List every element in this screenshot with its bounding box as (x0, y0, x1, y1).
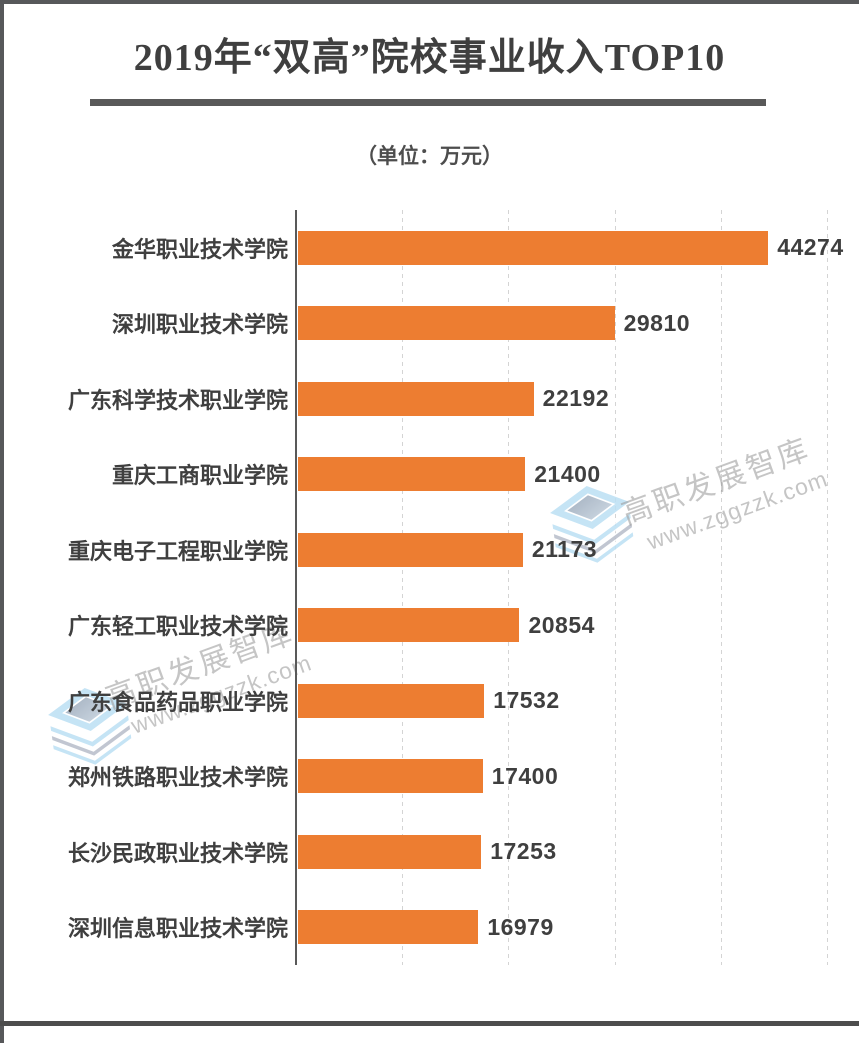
category-label: 长沙民政职业技术学院 (67, 840, 288, 866)
layers-logo-icon (48, 688, 134, 767)
gridline (614, 210, 616, 965)
value-label: 29810 (623, 309, 691, 336)
value-label: 17253 (490, 838, 557, 865)
frame-bottom-divider (0, 1021, 859, 1026)
category-label: 深圳信息职业技术学院 (67, 916, 288, 942)
bar (298, 457, 526, 492)
bar (298, 834, 482, 869)
page-title: 2019年“双高”院校事业收入TOP10 (133, 37, 726, 79)
value-label: 17400 (491, 762, 559, 789)
bar (298, 608, 520, 643)
unit-label: （单位：万元） (356, 145, 503, 168)
layers-logo-icon (550, 486, 636, 565)
bar (298, 306, 615, 341)
value-label: 16979 (487, 913, 554, 940)
value-label: 17532 (493, 687, 560, 714)
bar (298, 532, 523, 567)
category-label: 广东科学技术职业学院 (67, 387, 288, 413)
category-label: 重庆电子工程职业学院 (67, 538, 288, 564)
category-label: 广东轻工职业技术学院 (67, 614, 288, 640)
value-label: 22192 (542, 385, 610, 412)
category-label: 郑州铁路职业技术学院 (67, 765, 288, 791)
frame-top-border (0, 0, 859, 4)
watermark-left: 高职发展智库 www.zggzzk.com (40, 617, 315, 780)
gridline (827, 210, 828, 965)
gridline (720, 210, 722, 965)
y-axis-line (295, 210, 297, 965)
category-label: 金华职业技术学院 (111, 236, 288, 262)
category-label: 深圳职业技术学院 (111, 312, 288, 338)
frame-left-border (0, 0, 4, 1043)
value-label: 20854 (528, 611, 595, 638)
bar (298, 759, 483, 794)
bar (298, 381, 534, 416)
gridline (508, 210, 510, 965)
watermark-right: 高职发展智库 www.zggzzk.com (548, 433, 831, 566)
value-label: 44274 (777, 234, 844, 261)
value-label: 21400 (534, 460, 601, 487)
bar (298, 683, 485, 718)
title-divider (90, 99, 766, 106)
bar (298, 230, 769, 265)
bar (298, 910, 479, 945)
value-label: 21173 (531, 536, 598, 563)
gridline (402, 210, 404, 965)
category-label: 重庆工商职业学院 (111, 463, 288, 489)
category-label: 广东食品药品职业学院 (67, 689, 288, 715)
